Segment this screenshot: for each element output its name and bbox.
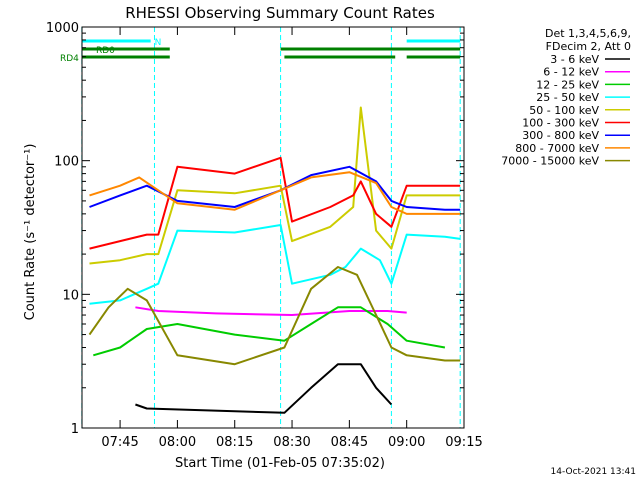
series-line [89, 171, 461, 215]
y-axis: 1 10 100 1000 [46, 21, 464, 437]
legend-entry-label: 12 - 25 keV [536, 78, 599, 91]
series-line [89, 165, 461, 211]
footer-date: 14-Oct-2021 13:41 [551, 467, 636, 477]
series-line [89, 156, 461, 250]
y-axis-label: Count Rate (s⁻¹ detector⁻¹) [23, 144, 38, 321]
y-tick-label: 1 [71, 422, 79, 437]
series-line [135, 306, 407, 316]
legend-entry-label: 100 - 300 keV [522, 117, 599, 130]
x-tick-label: 09:15 [445, 435, 482, 450]
y-tick-label: 100 [54, 155, 79, 170]
x-tick-label: 08:30 [273, 435, 310, 450]
series-line [89, 106, 461, 265]
series-line [135, 363, 393, 414]
x-tick-label: 08:45 [331, 435, 368, 450]
legend-entry-label: 3 - 6 keV [550, 53, 599, 66]
legend-entry-label: 25 - 50 keV [536, 91, 599, 104]
chart-title: RHESSI Observing Summary Count Rates [125, 4, 435, 22]
flag-label: RD4 [60, 54, 79, 64]
series-layer [88, 106, 461, 414]
legend-entry-label: 800 - 7000 keV [515, 142, 599, 155]
series-line [88, 266, 461, 366]
x-tick-label: 09:00 [388, 435, 425, 450]
x-axis-label: Start Time (01-Feb-05 07:35:02) [175, 456, 385, 471]
y-tick-label: 1000 [46, 21, 79, 36]
plot-frame [81, 26, 465, 429]
x-tick-label: 08:00 [159, 435, 196, 450]
legend-entry-label: 7000 - 15000 keV [501, 155, 599, 168]
legend: Det 1,3,4,5,6,9,FDecim 2, Att 03 - 6 keV… [501, 27, 631, 168]
legend-entry-label: 50 - 100 keV [529, 104, 599, 117]
series-line [93, 306, 446, 357]
legend-entry-label: 300 - 800 keV [522, 129, 599, 142]
y-tick-label: 10 [62, 288, 79, 303]
series-line [89, 224, 461, 305]
x-axis: 07:45 08:00 08:15 08:30 08:45 09:00 09:15 [101, 27, 483, 450]
flag-label: N [155, 38, 162, 48]
legend-header: Det 1,3,4,5,6,9, [545, 27, 631, 40]
x-tick-label: 08:15 [216, 435, 253, 450]
legend-entry-label: 6 - 12 keV [543, 66, 599, 79]
x-tick-label: 07:45 [101, 435, 138, 450]
legend-header: FDecim 2, Att 0 [546, 40, 631, 53]
flag-bars: N RD0 RD4 [60, 38, 461, 64]
flag-label: RD0 [96, 46, 115, 56]
